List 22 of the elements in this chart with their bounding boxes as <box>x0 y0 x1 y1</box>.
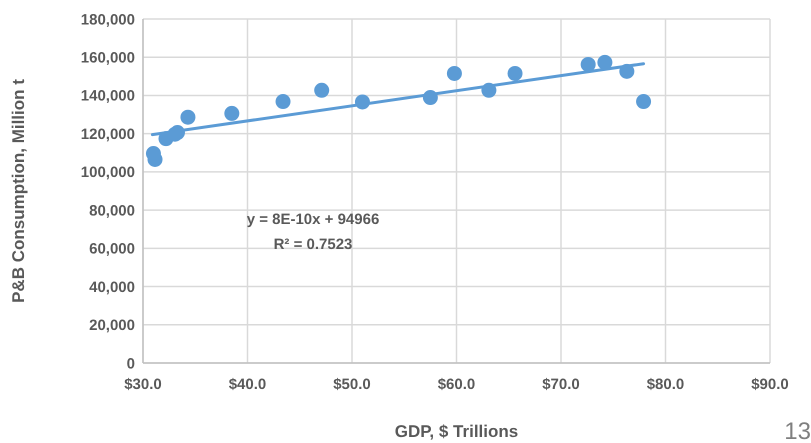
y-tick-label: 60,000 <box>89 240 135 258</box>
y-tick-label: 100,000 <box>80 164 135 182</box>
x-tick-label: $60.0 <box>438 376 476 393</box>
y-tick-label: 0 <box>126 355 135 372</box>
text: 13 <box>784 418 811 443</box>
y-axis-title: P&B Consumption, Million t <box>9 78 28 303</box>
y-tick-label: 80,000 <box>89 202 135 220</box>
x-tick-label: $80.0 <box>646 376 684 393</box>
y-tick-label: 140,000 <box>80 88 135 105</box>
y-tick-label: 40,000 <box>89 278 135 296</box>
annotation: R² = 0.7523 <box>274 236 352 253</box>
x-tick-label: $70.0 <box>542 376 580 393</box>
y-tick-label: 160,000 <box>80 49 135 66</box>
y-tick-label: 120,000 <box>80 126 135 143</box>
x-tick-label: $30.0 <box>124 376 162 393</box>
x-axis-title: GDP, $ Trillions <box>394 422 518 441</box>
y-tick-label: 20,000 <box>89 317 135 334</box>
y-tick-label: 180,000 <box>80 11 135 28</box>
x-tick-label: $50.0 <box>333 376 371 393</box>
x-tick-label: $90.0 <box>751 376 789 393</box>
x-tick-label: $40.0 <box>228 376 266 393</box>
annotation: y = 8E-10x + 94966 <box>246 211 380 228</box>
